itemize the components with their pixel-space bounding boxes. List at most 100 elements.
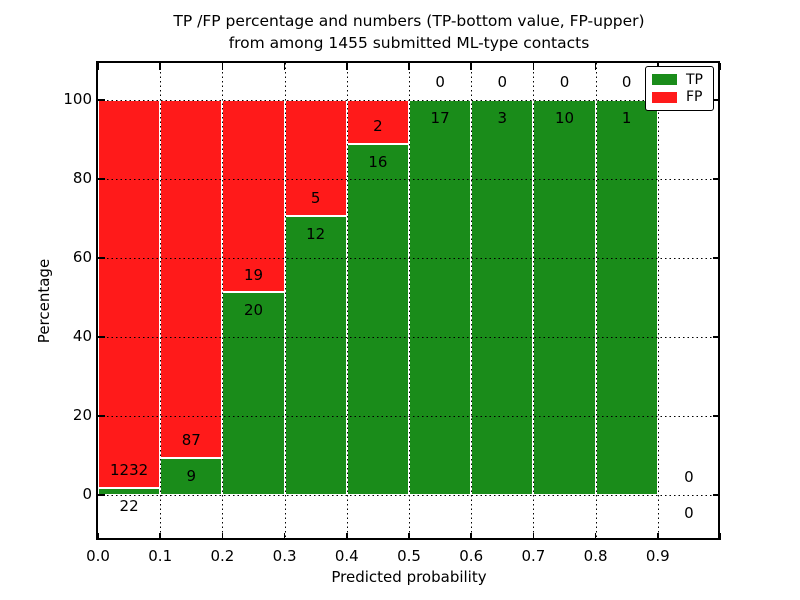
tp-count-label: 22 <box>119 496 139 515</box>
tp-count-label: 10 <box>554 108 575 127</box>
x-tick-label: 0.2 <box>210 547 235 565</box>
fp-count-label: 2 <box>373 117 383 136</box>
x-tick-label: 0.0 <box>86 547 110 565</box>
x-axis-tick-top <box>594 63 597 70</box>
chart-title-line2: from among 1455 submitted ML-type contac… <box>228 34 590 52</box>
x-axis-tick <box>719 533 721 540</box>
x-axis-label: Predicted probability <box>331 568 487 586</box>
tp-bar-segment <box>284 216 347 495</box>
fp-bar-segment <box>160 100 223 458</box>
y-axis-tick-right <box>713 99 720 101</box>
y-axis-tick <box>98 415 105 417</box>
tp-bar-segment <box>471 100 534 495</box>
tp-count-label: 12 <box>306 224 326 243</box>
x-axis-tick-top <box>221 63 224 70</box>
plot-area: 1232 22 87 9 19 20 5 12 2 16 0 17 0 3 0 10 0 1 0 0 <box>97 63 721 540</box>
y-axis-tick-right <box>713 178 720 180</box>
x-axis-tick-top <box>408 63 410 70</box>
fp-legend-label: FP <box>686 89 703 106</box>
fp-bar-segment <box>346 100 409 144</box>
tp-count-label: 1 <box>621 108 632 127</box>
x-gridline <box>222 63 224 540</box>
x-axis-tick-top <box>719 63 721 70</box>
x-tick-label: 0.8 <box>583 547 608 565</box>
x-gridline <box>346 63 348 540</box>
y-tick-label: 60 <box>72 248 92 266</box>
fp-count-label: 19 <box>243 265 264 284</box>
tp-bar-segment <box>98 488 161 495</box>
x-gridline <box>595 63 597 540</box>
fp-bar-segment <box>222 100 285 293</box>
fp-count-label: 5 <box>310 189 321 208</box>
x-tick-label: 0.1 <box>148 547 173 565</box>
x-tick-label: 0.6 <box>459 547 484 565</box>
y-axis-tick-right <box>713 336 720 338</box>
x-axis-tick-top <box>159 63 161 70</box>
tp-count-label: 3 <box>497 108 508 127</box>
tp-bar-segment <box>346 143 409 495</box>
x-axis-tick <box>221 533 224 540</box>
tp-bar-segment <box>160 457 223 495</box>
fp-legend-swatch <box>652 91 677 103</box>
x-tick-label: 0.9 <box>645 547 670 565</box>
x-axis-tick <box>408 533 410 540</box>
tp-legend-label: TP <box>686 71 703 88</box>
tp-bar-segment <box>409 100 472 495</box>
y-axis-tick-right <box>713 257 720 259</box>
y-tick-label: 0 <box>82 485 92 503</box>
legend-entry-tp: TP <box>652 73 707 87</box>
tp-count-label: 17 <box>430 108 450 127</box>
y-axis-tick-right <box>713 415 720 417</box>
x-gridline <box>657 63 659 540</box>
fp-count-label: 0 <box>497 73 508 92</box>
y-axis-tick <box>98 336 105 338</box>
y-axis-tick <box>98 178 105 180</box>
chart-title-line1: TP /FP percentage and numbers (TP-bottom… <box>173 12 645 30</box>
tp-count-label: 0 <box>684 503 694 522</box>
x-axis-tick <box>97 533 99 540</box>
x-axis-tick-top <box>532 63 535 70</box>
x-axis-tick-top <box>97 63 99 70</box>
x-axis-tick-top <box>346 63 348 70</box>
fp-count-label: 0 <box>684 468 694 487</box>
fp-count-label: 0 <box>621 73 632 92</box>
x-axis-tick <box>532 533 535 540</box>
y-axis-tick <box>98 494 105 496</box>
x-axis-tick-top <box>283 63 286 70</box>
tp-bar-segment <box>222 292 285 495</box>
x-axis-tick <box>283 533 286 540</box>
y-axis-tick <box>98 257 105 259</box>
legend-entry-fp: FP <box>652 90 707 104</box>
chart-title: TP /FP percentage and numbers (TP-bottom… <box>98 10 720 54</box>
fp-count-label: 0 <box>435 73 445 92</box>
x-gridline <box>533 63 535 540</box>
tp-bar-segment <box>533 100 596 495</box>
y-tick-label: 80 <box>72 169 92 187</box>
tp-legend-swatch <box>652 74 677 86</box>
tp-bar-segment <box>595 100 658 495</box>
x-axis-tick <box>594 533 597 540</box>
fp-count-label: 0 <box>559 73 570 92</box>
tp-count-label: 9 <box>186 466 197 485</box>
tp-count-label: 16 <box>368 152 388 171</box>
x-axis-tick <box>346 533 348 540</box>
y-axis-tick-right <box>713 494 720 496</box>
fp-bar-segment <box>98 100 161 489</box>
x-gridline <box>160 63 162 540</box>
x-tick-label: 0.4 <box>334 547 359 565</box>
x-axis-tick <box>657 533 659 540</box>
y-tick-label: 40 <box>72 327 92 345</box>
x-axis-tick-top <box>470 63 472 70</box>
fp-count-label: 87 <box>181 431 201 450</box>
x-gridline <box>284 63 286 540</box>
y-axis-tick <box>98 99 105 101</box>
x-tick-label: 0.7 <box>521 547 546 565</box>
x-axis-tick <box>470 533 472 540</box>
x-tick-label: 0.5 <box>397 547 421 565</box>
tp-count-label: 20 <box>243 301 264 320</box>
fp-count-label: 1232 <box>110 461 149 480</box>
x-gridline <box>471 63 473 540</box>
x-gridline <box>409 63 410 540</box>
y-tick-label: 20 <box>72 406 92 424</box>
